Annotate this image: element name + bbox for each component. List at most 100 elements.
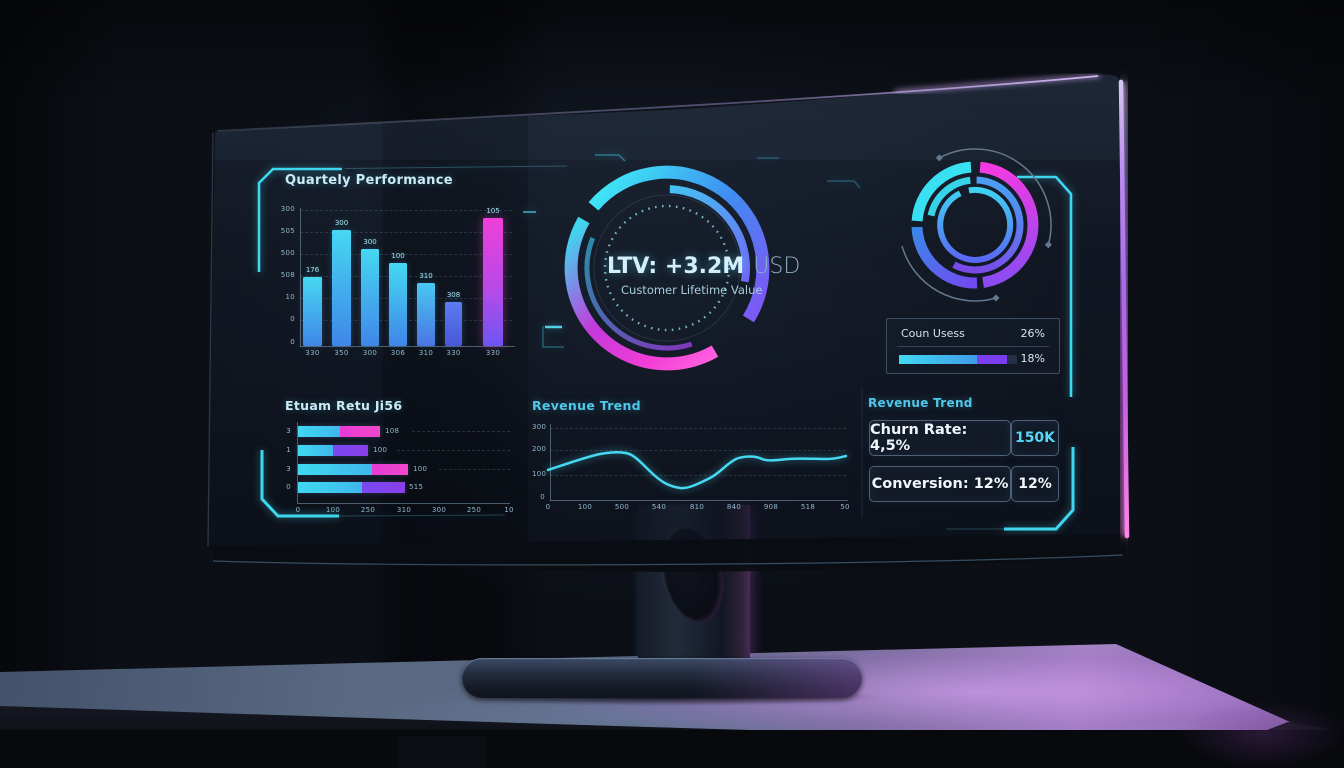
y-tick: 0 <box>540 493 545 501</box>
x-tick: 100 <box>577 503 593 511</box>
x-tick: 0 <box>295 506 301 514</box>
arc-diamond <box>992 294 1000 302</box>
hbar-cyan <box>298 426 340 437</box>
hud-brackets <box>257 154 1075 531</box>
bar-value: 300 <box>334 219 349 227</box>
gridline <box>550 475 846 476</box>
bar-value: 300 <box>363 238 377 246</box>
y-tick: 0 <box>290 338 295 346</box>
ring-outer-blue <box>911 226 978 289</box>
hbar-cyan <box>298 464 372 475</box>
gauge-arc-left-inner <box>584 237 693 351</box>
gauge-arc-top <box>588 165 770 323</box>
y-tick: 10 <box>285 293 295 301</box>
x-tick: 908 <box>763 503 779 511</box>
usage-progress-purple <box>977 355 1007 364</box>
bar-value: 105 <box>486 207 500 215</box>
ring-outer-magenta <box>979 161 1039 288</box>
bezel-bottom-light-line <box>212 554 1124 566</box>
gauge-dotted-ring <box>603 204 731 332</box>
x-tick: 540 <box>651 503 667 511</box>
hbar-magenta <box>372 464 408 475</box>
conversion-value-box[interactable]: 12% <box>1011 466 1059 502</box>
usage-top-value: 26% <box>1020 327 1045 340</box>
conversion-box[interactable]: Conversion: 12% <box>869 466 1011 502</box>
hud-mark-3 <box>542 326 564 348</box>
ltv-subtitle: Customer Lifetime Value <box>621 283 763 297</box>
bar-value: 308 <box>446 291 461 299</box>
y-tick: 505 <box>280 227 295 235</box>
bar <box>389 263 407 346</box>
quarterly-title: Quartely Performance <box>285 173 453 188</box>
gridline <box>300 210 512 211</box>
gridline <box>550 428 846 429</box>
revenue-line-title: Revenue Trend <box>532 398 641 413</box>
churn-rate-value-box[interactable]: 150K <box>1011 420 1059 456</box>
x-tick: 330 <box>305 349 320 357</box>
etuam-title: Etuam Retu Ji56 <box>285 398 403 413</box>
x-tick: 300 <box>431 506 447 514</box>
y-tick: 0 <box>290 315 295 323</box>
monitor-stand-base <box>462 658 862 698</box>
floor-purple-spill <box>1180 700 1344 768</box>
bracket-bottom-left-ext <box>338 514 506 517</box>
x-tick: 250 <box>360 506 376 514</box>
hbar-purple <box>333 445 368 456</box>
x-tick: 250 <box>466 506 482 514</box>
etuam-panel: 3 108 1 100 3 100 0 515 0 <box>267 420 522 518</box>
leader-line <box>439 469 510 470</box>
monitor-glass <box>208 74 1129 570</box>
y-tick: 100 <box>532 470 547 478</box>
churn-rate-box[interactable]: Churn Rate: 4,5% <box>869 420 1011 456</box>
hud-mark-1 <box>595 154 626 162</box>
y-tick: 200 <box>532 445 547 453</box>
stats-title: Revenue Trend <box>868 396 973 410</box>
x-tick: 518 <box>800 503 816 511</box>
ring-mid-cyan <box>927 176 971 217</box>
gridline <box>300 232 512 233</box>
x-tick: 10 <box>504 506 514 514</box>
hbar-magenta <box>340 426 380 437</box>
ring-outer-cyan <box>911 161 972 222</box>
ltv-gauge <box>564 165 770 371</box>
x-tick: 50 <box>840 503 850 511</box>
row-label: 1 <box>286 446 291 454</box>
x-tick: 810 <box>689 503 705 511</box>
bracket-top-left <box>257 167 342 272</box>
y-tick: 508 <box>280 271 295 279</box>
edge-top-glow <box>894 73 1101 94</box>
hbar-purple <box>362 482 405 493</box>
base-purple-tint <box>462 658 862 698</box>
ring-mid-blue <box>952 176 1024 274</box>
gridline <box>300 254 512 255</box>
x-tick: 500 <box>614 503 630 511</box>
hbar-value: 108 <box>385 427 400 435</box>
usage-divider <box>897 346 1049 347</box>
x-tick: 840 <box>726 503 742 511</box>
x-tick: 310 <box>418 349 434 357</box>
usage-bottom-value: 18% <box>1020 352 1045 365</box>
quarterly-panel: Quartely Performance 300 505 500 508 10 … <box>267 170 522 365</box>
y-axis <box>297 422 298 503</box>
ltv-text: LTV: +3.2M USD Customer Lifetime Value <box>607 254 897 297</box>
row-label: 3 <box>286 427 291 435</box>
edge-top <box>216 75 1099 132</box>
bracket-top-right <box>1017 175 1073 397</box>
x-tick: 0 <box>545 503 551 511</box>
x-tick: 306 <box>390 349 406 357</box>
x-tick: 310 <box>396 506 412 514</box>
x-axis <box>297 503 510 504</box>
y-axis <box>550 424 551 501</box>
under-desk-shadow <box>0 730 1344 768</box>
bar <box>361 249 379 346</box>
y-axis <box>300 208 301 347</box>
row-label: 3 <box>286 465 291 473</box>
desk-leg <box>398 736 486 768</box>
hbar-value: 515 <box>409 483 424 491</box>
hbar-value: 100 <box>373 446 388 454</box>
x-tick: 100 <box>325 506 341 514</box>
row-label: 0 <box>286 483 291 491</box>
ring-thin-arc-top <box>938 148 1052 245</box>
bar <box>332 230 351 346</box>
